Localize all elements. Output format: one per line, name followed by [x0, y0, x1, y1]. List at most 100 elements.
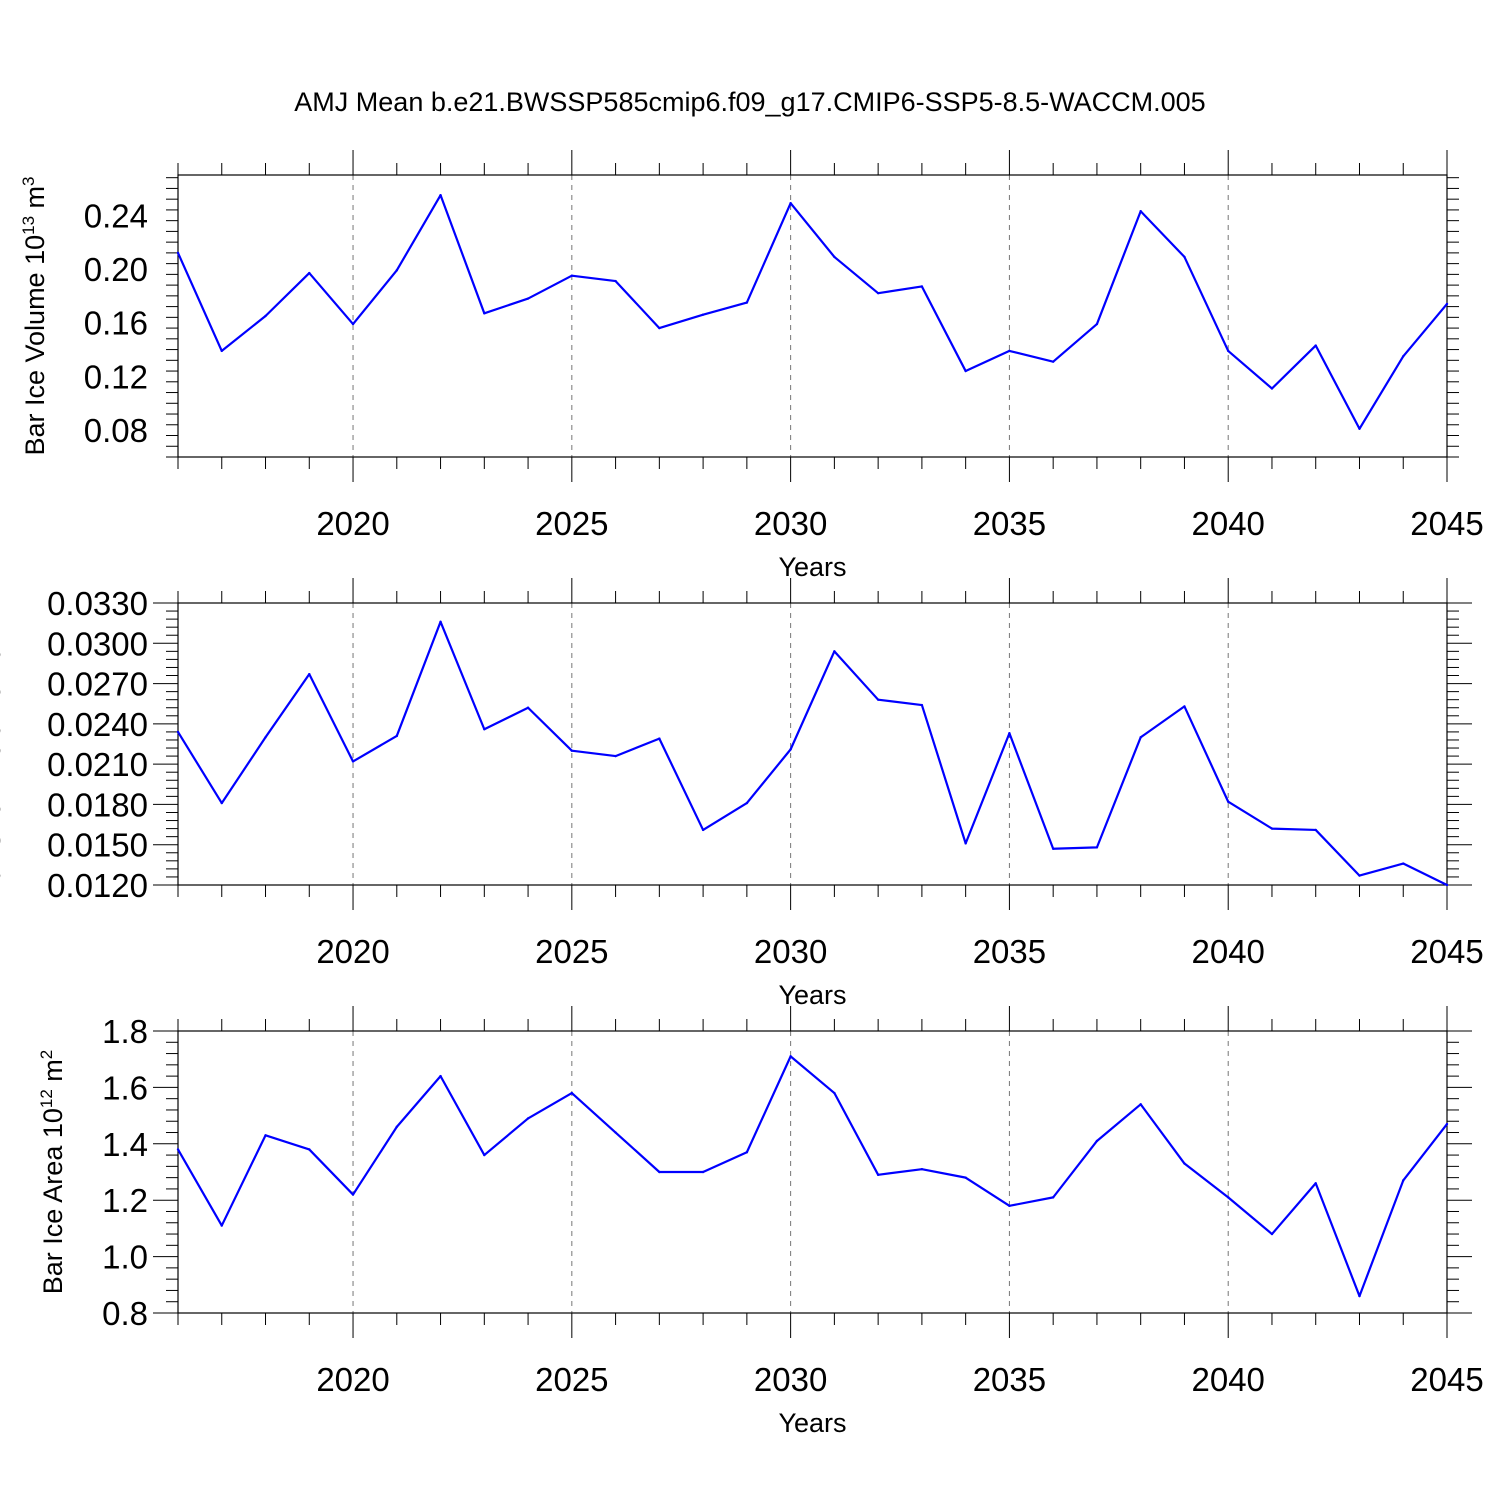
data-point-2016: [176, 1148, 180, 1151]
y-tick-label: 1.0: [102, 1239, 148, 1276]
x-tick-label: 2035: [973, 505, 1046, 542]
x-tick-label: 2040: [1191, 505, 1264, 542]
data-point-2032: [876, 1173, 880, 1177]
data-point-2024: [526, 706, 530, 709]
x-tick-label: 2030: [754, 505, 827, 542]
series-line: [177, 620, 1448, 886]
data-point-2019: [308, 672, 311, 676]
data-point-2017: [220, 1224, 223, 1227]
data-point-2021: [395, 1125, 398, 1129]
series-line: [176, 194, 1448, 430]
data-point-2040: [1227, 1196, 1230, 1199]
x-tick-label: 2045: [1410, 1361, 1483, 1398]
data-point-2029: [745, 1151, 749, 1154]
data-point-2022: [439, 620, 442, 623]
y-tick-label: 0.0120: [47, 867, 148, 904]
y-tick-label: 0.24: [84, 197, 148, 234]
data-point-2045: [1445, 883, 1449, 887]
data-point-2045: [1445, 1122, 1449, 1126]
y-tick-label: 0.08: [84, 412, 148, 449]
data-point-2042: [1314, 1182, 1317, 1185]
x-tick-label: 2035: [973, 1361, 1046, 1398]
data-point-2021: [395, 734, 398, 738]
data-point-2018: [264, 736, 267, 739]
data-point-2024: [526, 1117, 530, 1120]
y-tick-label: 0.0150: [47, 827, 148, 864]
data-point-2036: [1051, 360, 1055, 363]
data-point-2040: [1227, 800, 1230, 803]
data-point-2020: [351, 1193, 355, 1196]
data-point-2018: [264, 1134, 267, 1137]
y-axis-title-part: Bar Ice Volume 10: [20, 235, 50, 456]
x-tick-label: 2045: [1410, 505, 1483, 542]
data-point-2027: [658, 1170, 661, 1174]
data-point-2025: [570, 749, 574, 752]
data-point-2027: [658, 326, 661, 330]
y-axis-title-part: m: [38, 1059, 68, 1089]
y-tick-label: 1.8: [102, 1013, 148, 1050]
x-tick-label: 2025: [535, 505, 608, 542]
data-point-2033: [920, 285, 924, 288]
data-point-2028: [701, 1170, 705, 1174]
data-point-2029: [745, 801, 749, 805]
data-point-2030: [789, 1055, 792, 1058]
y-axis-title: Bar Ice Area 1012 m2: [37, 1050, 68, 1295]
y-tick-label: 1.6: [102, 1069, 148, 1106]
data-point-2031: [833, 255, 836, 259]
data-point-2036: [1051, 847, 1055, 850]
data-point-2022: [439, 1074, 442, 1078]
panel-1: 0.08 0.12 0.16 0.20 0.24 2020 2025 2030 2035 2040…: [19, 150, 1484, 582]
data-point-2021: [395, 269, 398, 272]
plot-frame: [177, 174, 1448, 458]
data-point-2026: [614, 1131, 617, 1134]
x-tick-label: 2020: [316, 933, 389, 970]
data-point-2040: [1227, 349, 1230, 353]
y-axis-title-superscript: 12: [37, 1089, 56, 1108]
y-tick-label: 0.0210: [47, 746, 148, 783]
data-point-2041: [1270, 827, 1274, 830]
data-point-2037: [1095, 846, 1099, 849]
data-point-2033: [920, 1167, 924, 1171]
x-axis-title: Years: [778, 552, 846, 582]
data-point-2030: [789, 202, 792, 205]
x-tick-label: 2045: [1410, 933, 1483, 970]
data-point-2020: [351, 760, 355, 763]
x-tick-label: 2025: [535, 1361, 608, 1398]
data-point-2033: [920, 703, 924, 707]
data-point-2016: [176, 730, 180, 734]
x-tick-label: 2035: [973, 933, 1046, 970]
data-point-2035: [1008, 1204, 1011, 1208]
y-tick-label: 0.0300: [47, 625, 148, 662]
x-tick-label: 2025: [535, 933, 608, 970]
y-axis-title: Bar Ice Volume 1013 m3: [19, 176, 50, 455]
x-tick-label: 2040: [1191, 1361, 1264, 1398]
data-point-2034: [964, 1176, 967, 1179]
data-point-2044: [1402, 355, 1405, 358]
data-point-2043: [1358, 1294, 1361, 1298]
data-point-2030: [789, 748, 792, 751]
data-point-2025: [570, 1091, 574, 1095]
data-point-2034: [964, 369, 967, 373]
data-point-2026: [614, 754, 617, 758]
data-point-2042: [1314, 828, 1317, 832]
y-tick-label: 1.2: [102, 1182, 148, 1219]
data-point-2017: [220, 801, 223, 805]
y-tick-label: 1.4: [102, 1126, 148, 1163]
data-point-2019: [308, 271, 311, 275]
y-tick-label: 0.0270: [47, 666, 148, 703]
y-tick-label: 0.0180: [47, 786, 148, 823]
data-point-2039: [1183, 1162, 1186, 1165]
data-point-2043: [1358, 874, 1361, 877]
data-point-2044: [1402, 1179, 1405, 1182]
data-point-2041: [1270, 1232, 1274, 1236]
data-point-2023: [483, 728, 486, 731]
panel-3: 0.8 1.0 1.2 1.4 1.6 1.8 2020 2025 2030 2035 2040 20…: [37, 1006, 1484, 1438]
data-point-2031: [833, 1091, 836, 1095]
y-axis-title-part: Bar Snow Volume 10: [0, 647, 6, 899]
y-tick-label: 0.0240: [47, 706, 148, 743]
chart-title: AMJ Mean b.e21.BWSSP585cmip6.f09_g17.CMI…: [294, 87, 1205, 117]
data-point-2038: [1139, 736, 1142, 739]
x-tick-label: 2040: [1191, 933, 1264, 970]
data-point-2025: [570, 274, 574, 277]
